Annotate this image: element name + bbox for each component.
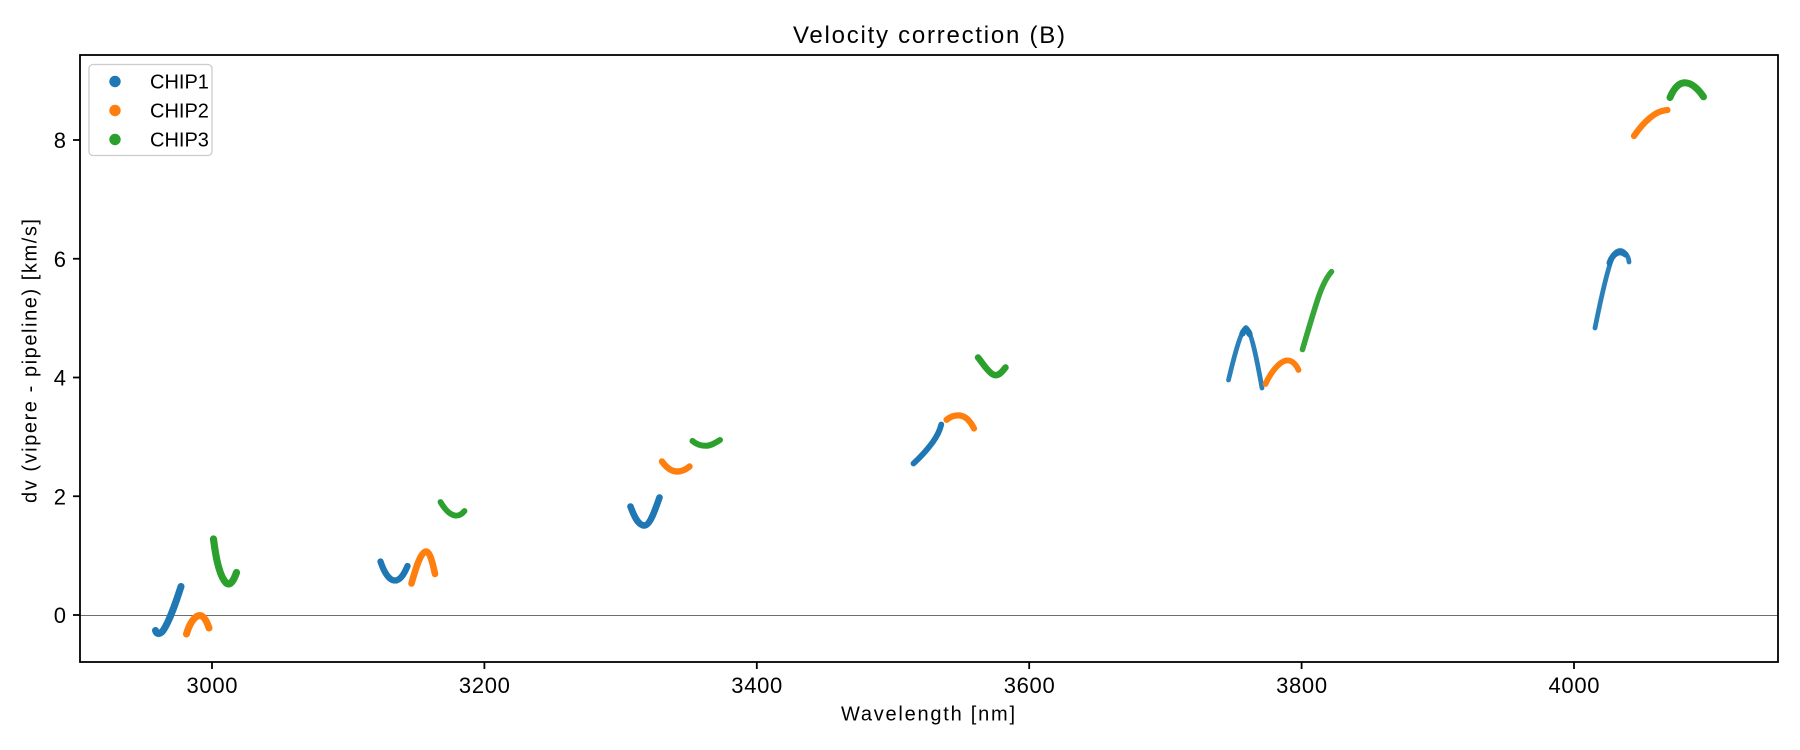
svg-text:6: 6 <box>54 247 66 272</box>
svg-text:0: 0 <box>54 603 66 628</box>
svg-text:Wavelength [nm]: Wavelength [nm] <box>841 704 1015 726</box>
svg-text:4: 4 <box>54 366 66 391</box>
svg-text:CHIP2: CHIP2 <box>150 101 209 123</box>
svg-text:2: 2 <box>54 484 66 509</box>
svg-text:8: 8 <box>54 128 66 153</box>
svg-text:3400: 3400 <box>731 673 782 698</box>
svg-text:3000: 3000 <box>187 673 238 698</box>
svg-text:CHIP3: CHIP3 <box>150 130 209 152</box>
svg-text:CHIP1: CHIP1 <box>150 72 209 94</box>
svg-text:Velocity correction (B): Velocity correction (B) <box>793 22 1065 49</box>
svg-text:3200: 3200 <box>459 673 510 698</box>
svg-text:3600: 3600 <box>1004 673 1055 698</box>
svg-text:3800: 3800 <box>1276 673 1327 698</box>
svg-text:dv (vipere - pipeline) [km/s]: dv (vipere - pipeline) [km/s] <box>20 219 42 503</box>
svg-text:4000: 4000 <box>1549 673 1600 698</box>
